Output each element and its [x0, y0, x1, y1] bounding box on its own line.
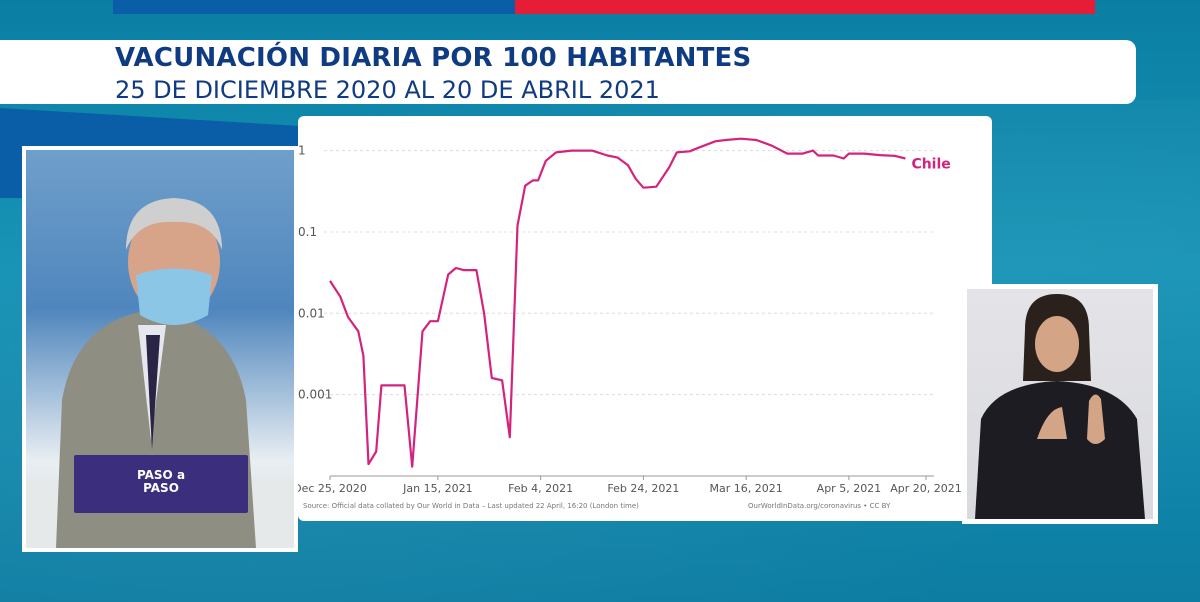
- x-tick-label-3: Feb 24, 2021: [607, 482, 679, 495]
- top-bar-red: [515, 0, 1095, 14]
- line-chart: 1 0.1 0.01 0.001 Dec 25, 2020 Jan 15, 2021 Feb…: [298, 137, 962, 495]
- speaker-video-frame: PASO a PASO: [22, 146, 298, 552]
- y-tick-label-2: 0.01: [298, 306, 325, 320]
- series-label-chile: Chile: [911, 156, 950, 172]
- interpreter-video: [967, 289, 1153, 519]
- podium-logo-text: PASO a PASO: [136, 468, 186, 495]
- speaker-video: PASO a PASO: [26, 150, 294, 548]
- x-tick-label-2: Feb 4, 2021: [508, 482, 573, 495]
- chart-card: 1 0.1 0.01 0.001 Dec 25, 2020 Jan 15, 2021 Feb…: [298, 116, 992, 521]
- interpreter-figure: [975, 294, 1145, 519]
- x-tick-label-6: Apr 20, 2021: [890, 482, 962, 495]
- x-tick-label-1: Jan 15, 2021: [402, 482, 472, 495]
- y-tick-label-3: 0.001: [298, 388, 332, 402]
- x-tick-label-5: Apr 5, 2021: [817, 482, 882, 495]
- source-note: Source: Official data collated by Our Wo…: [303, 502, 639, 510]
- source-url: OurWorldInData.org/coronavirus • CC BY: [748, 502, 891, 510]
- chart-subtitle: 25 DE DICIEMBRE 2020 AL 20 DE ABRIL 2021: [115, 76, 660, 104]
- y-tick-label-0: 1: [298, 144, 306, 158]
- podium-sign: PASO a PASO: [74, 455, 248, 513]
- x-tick-label-4: Mar 16, 2021: [710, 482, 783, 495]
- interpreter-video-frame: [962, 284, 1158, 524]
- title-panel: [0, 40, 1136, 104]
- x-tick-label-0: Dec 25, 2020: [298, 482, 367, 495]
- y-tick-label-1: 0.1: [298, 225, 317, 239]
- chart-title: VACUNACIÓN DIARIA POR 100 HABITANTES: [115, 43, 752, 73]
- series-line-chile: [329, 137, 906, 468]
- top-bar-blue: [113, 0, 515, 14]
